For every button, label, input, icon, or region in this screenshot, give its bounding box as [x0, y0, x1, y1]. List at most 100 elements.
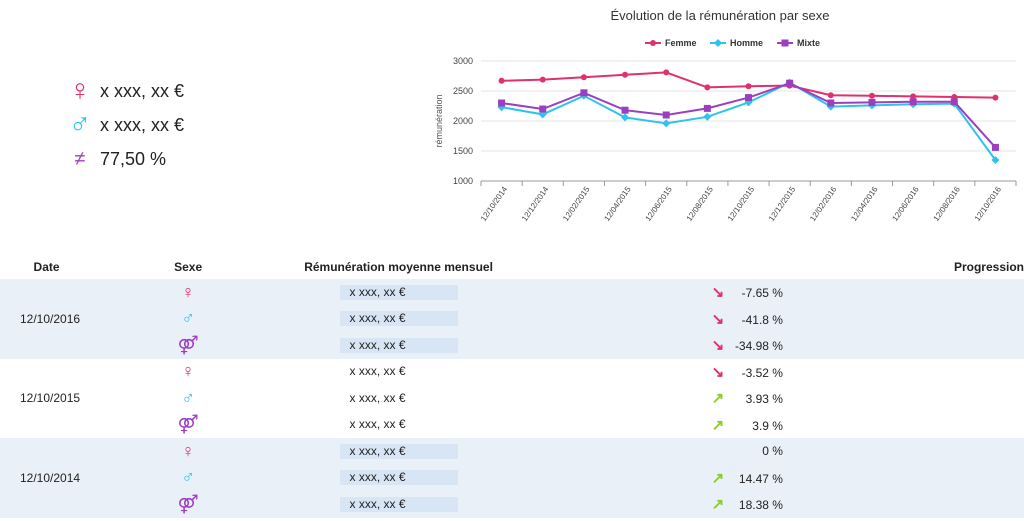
point-homme — [621, 113, 630, 122]
point-mixte — [621, 106, 629, 114]
point-mixte — [703, 104, 711, 112]
point-femme — [704, 84, 711, 91]
point-femme — [663, 69, 670, 76]
point-mixte — [950, 98, 958, 106]
legend-marker — [650, 40, 656, 46]
x-tick-label: 12/06/2016 — [890, 185, 921, 223]
female-icon: ♀ — [181, 440, 195, 461]
sex-cell: ♀ — [93, 438, 284, 465]
legend-item-homme[interactable]: Homme — [710, 38, 763, 48]
chart-title: Évolution de la rémunération par sexe — [611, 8, 830, 23]
remuneration-cell: x xxx, xx € — [283, 305, 514, 332]
trend-down-icon: ↘ — [711, 310, 725, 328]
progression-cell: ↘ -3.52 % — [513, 358, 1024, 385]
remuneration-value: x xxx, xx € — [339, 311, 458, 327]
salary-table: Date Sexe Rémunération moyenne mensuel P… — [0, 255, 1024, 518]
header-date[interactable]: Date — [33, 260, 60, 274]
progression-value: -3.52 % — [741, 365, 783, 380]
point-mixte — [991, 143, 999, 151]
remuneration-value: x xxx, xx € — [339, 284, 458, 300]
trend-up-icon: ↗ — [711, 390, 725, 408]
progression-cell: ↗ 14.47 % — [513, 464, 1024, 491]
chart-grid — [480, 60, 1017, 186]
progression-value: 18.38 % — [738, 498, 783, 513]
progression-cell: 0 % — [513, 438, 1024, 465]
point-femme — [622, 71, 629, 78]
header-progression[interactable]: Progression — [953, 260, 1024, 274]
legend-label: Homme — [730, 38, 763, 48]
sex-cell: ⚤ — [93, 411, 284, 438]
point-homme — [662, 119, 671, 128]
mixed-gender-icon: ⚤ — [177, 493, 199, 514]
remuneration-value: x xxx, xx € — [349, 390, 406, 405]
summary-female: ♀ x xxx, xx € — [64, 74, 324, 108]
chart-legend[interactable]: Femme Homme Mixte — [645, 38, 820, 48]
y-axis-ticks: 1000 1500 2000 2500 3000 — [453, 56, 473, 186]
remuneration-cell: x xxx, xx € — [283, 279, 514, 306]
not-equal-icon: ≠ — [74, 148, 86, 170]
y-tick-label: 2000 — [453, 116, 473, 126]
progression-cell: ↗ 3.93 % — [513, 385, 1024, 412]
table-row: 12/10/2014 ♀ x xxx, xx € 0 % — [0, 438, 1024, 518]
summary-male: ♂ x xxx, xx € — [64, 108, 324, 142]
table-row: ♂ x xxx, xx € ↗ 14.47 % — [0, 464, 1024, 491]
remuneration-cell: x xxx, xx € — [283, 332, 514, 359]
point-femme — [868, 92, 875, 99]
progression-cell: ↘ -7.65 % — [513, 279, 1024, 306]
progression-cell: ↘ -34.98 % — [513, 332, 1024, 359]
female-icon: ♀ — [181, 361, 195, 382]
progression-value: 0 % — [762, 444, 783, 459]
point-mixte — [786, 79, 794, 87]
legend-item-femme[interactable]: Femme — [645, 38, 697, 48]
progression-value: 14.47 % — [738, 471, 783, 486]
point-femme — [539, 76, 546, 83]
table-row: ♂ x xxx, xx € ↘ -41.8 % — [0, 305, 1024, 332]
point-mixte — [580, 89, 588, 97]
remuneration-cell: x xxx, xx € — [283, 438, 514, 465]
sex-cell: ⚤ — [93, 332, 284, 359]
remuneration-value: x xxx, xx € — [349, 364, 406, 379]
x-tick-label: 12/08/2016 — [932, 185, 963, 223]
table-row: ⚤ x xxx, xx € ↘ -34.98 % — [0, 332, 1024, 359]
y-tick-label: 3000 — [453, 56, 473, 66]
header-sexe[interactable]: Sexe — [174, 260, 203, 274]
x-tick-label: 12/04/2015 — [602, 185, 633, 223]
remuneration-cell: x xxx, xx € — [283, 358, 514, 385]
table-row: 12/10/2016 ♀ x xxx, xx € ↘ -7.65 % — [0, 279, 1024, 359]
remuneration-cell: x xxx, xx € — [283, 464, 514, 491]
progression-cell: ↗ 18.38 % — [513, 491, 1024, 518]
point-femme — [745, 83, 752, 90]
remuneration-value: x xxx, xx € — [339, 470, 458, 486]
point-femme — [498, 77, 505, 84]
trend-up-icon: ↗ — [711, 496, 725, 514]
legend-label: Mixte — [797, 38, 820, 48]
header-remuneration[interactable]: Rémunération moyenne mensuel — [304, 260, 493, 274]
male-icon: ♂ — [181, 308, 195, 329]
progression-value: 3.9 % — [752, 418, 783, 433]
chart-svg: Évolution de la rémunération par sexe Fe… — [434, 8, 1017, 223]
summary-male-value: x xxx, xx € — [100, 114, 185, 135]
point-mixte — [745, 94, 752, 102]
legend-item-mixte[interactable]: Mixte — [777, 38, 820, 48]
y-axis-label: rémunération — [434, 94, 444, 147]
point-mixte — [868, 98, 876, 106]
x-tick-label: 12/10/2014 — [479, 185, 510, 223]
progression-value: -41.8 % — [741, 312, 783, 327]
point-mixte — [498, 99, 506, 107]
progression-value: -7.65 % — [741, 286, 783, 301]
y-tick-label: 1000 — [453, 176, 473, 186]
point-mixte — [539, 105, 547, 113]
summary-ratio-value: 77,50 % — [100, 148, 167, 169]
row-date: 12/10/2015 — [0, 358, 94, 438]
y-tick-label: 1500 — [453, 146, 473, 156]
summary-female-value: x xxx, xx € — [100, 80, 185, 101]
point-femme — [580, 74, 587, 81]
male-icon: ♂ — [181, 467, 195, 488]
summary-panel: ♀ x xxx, xx € ♂ x xxx, xx € ≠ 77,50 % — [64, 74, 324, 176]
remuneration-value: x xxx, xx € — [339, 337, 458, 353]
sex-cell: ♀ — [93, 358, 284, 385]
x-tick-label: 12/04/2016 — [849, 185, 880, 223]
sex-cell: ♂ — [93, 305, 284, 332]
trend-down-icon: ↘ — [711, 363, 725, 381]
female-icon: ♀ — [181, 281, 195, 302]
